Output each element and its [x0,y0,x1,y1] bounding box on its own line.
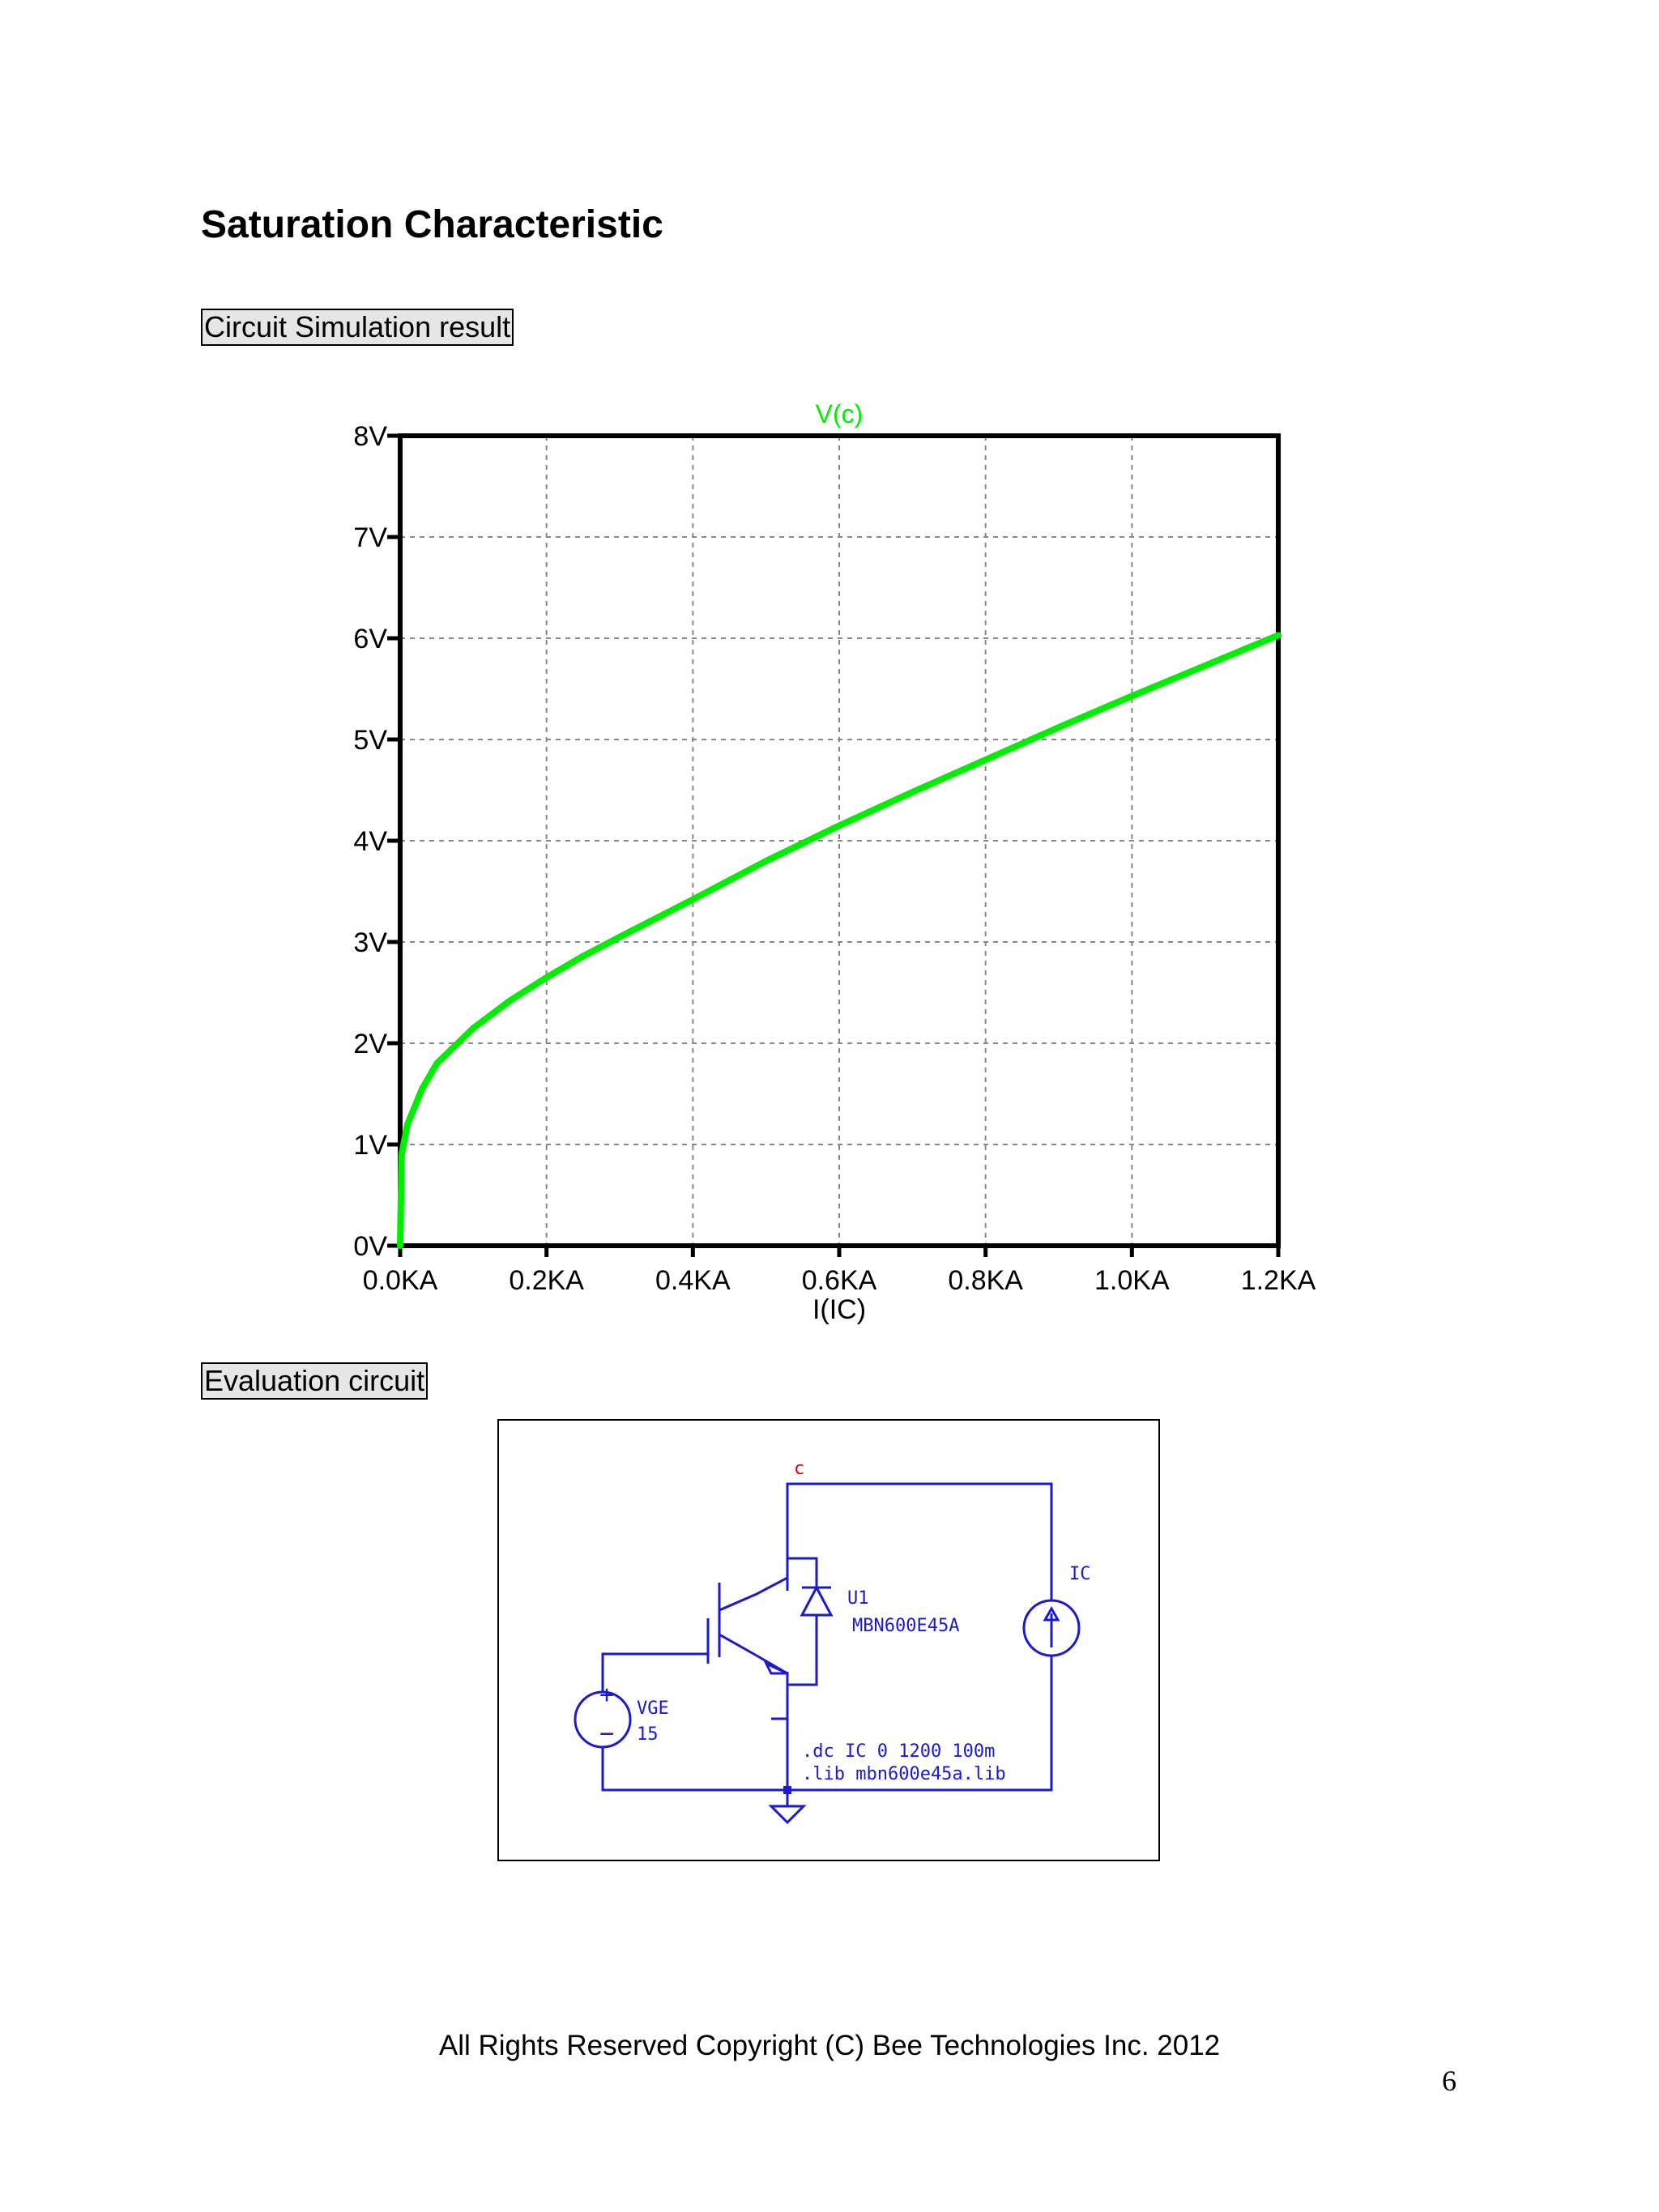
igbt-symbol [706,1557,834,1686]
x-tick-label: 1.0KA [1094,1265,1170,1296]
y-tick-label: 3V [353,927,387,958]
voltage-source-vge [574,1690,632,1749]
x-tick-label: 1.2KA [1241,1265,1316,1296]
igbt-emitter-arrow [763,1660,788,1675]
diode-triangle [800,1584,834,1617]
x-tick-label: 0.2KA [509,1265,584,1296]
circuit-schematic: + − c IC U1 MBN600E45A VGE 15 .dc IC 0 1… [574,1459,1091,1825]
source-label-vge: VGE [637,1698,669,1719]
x-tick-label: 0.4KA [655,1265,731,1296]
y-tick-label: 4V [353,826,387,857]
y-tick-label: 6V [353,624,387,654]
section-label-simulation: Circuit Simulation result [201,309,514,346]
gate-return-wire [601,1746,787,1792]
directive-dc: .dc IC 0 1200 100m [802,1741,995,1762]
vge-value: 15 [637,1724,659,1745]
vge-plus-sign: + [599,1681,614,1709]
x-tick-label: 0.6KA [802,1265,877,1296]
evaluation-circuit: + − c IC U1 MBN600E45A VGE 15 .dc IC 0 1… [497,1419,1160,1861]
x-tick-label: 0.8KA [948,1265,1023,1296]
igbt-collector-lead [719,1576,788,1612]
x-tick-label: 0.0KA [363,1265,438,1296]
diode-bottom-wire [787,1615,818,1686]
ground-stub [771,1706,789,1720]
chart-ticks [387,433,1281,1257]
device-model: MBN600E45A [852,1616,959,1636]
y-tick-label: 0V [353,1231,387,1262]
current-source-circle [1022,1599,1081,1657]
chart-title: V(c) [816,399,864,428]
diode-top-wire [786,1557,818,1588]
y-tick-label: 8V [353,421,387,452]
current-source-ic [1022,1599,1081,1657]
current-arrow-head [1043,1605,1060,1622]
circuit-wires [601,1482,1053,1825]
source-label-ic: IC [1069,1564,1091,1584]
voltage-source-circle [574,1690,632,1749]
y-tick-label: 5V [353,725,387,756]
directive-lib: .lib mbn600e45a.lib [802,1764,1006,1784]
chart-grid [400,436,1278,1246]
y-tick-label: 1V [353,1130,387,1161]
page-title: Saturation Characteristic [201,203,663,246]
ground-symbol [768,1805,807,1825]
series-line-vc [397,632,1282,1249]
y-tick-label: 2V [353,1029,387,1059]
vge-minus-sign: − [599,1720,614,1748]
page-number: 6 [1442,2065,1456,2097]
section-label-evaluation: Evaluation circuit [201,1362,429,1400]
device-ref-u1: U1 [847,1588,869,1609]
collector-wire [786,1482,1053,1600]
x-axis-label: I(IC) [812,1294,866,1325]
node-label-c: c [794,1459,804,1479]
y-tick-label: 7V [353,522,387,553]
gate-wire [601,1652,708,1693]
copyright-footer: All Rights Reserved Copyright (C) Bee Te… [438,2030,1221,2061]
chart-tick-labels: 0.0KA 0.2KA 0.4KA 0.6KA 0.8KA 1.0KA 1.2KA 0V 1V 2… [353,421,1316,1296]
ground-node-dot [783,1786,791,1794]
saturation-chart: 0.0KA 0.2KA 0.4KA 0.6KA 0.8KA 1.0KA 1.2KA 0V 1V 2… [353,399,1316,1325]
source-return-wire [787,1656,1053,1792]
